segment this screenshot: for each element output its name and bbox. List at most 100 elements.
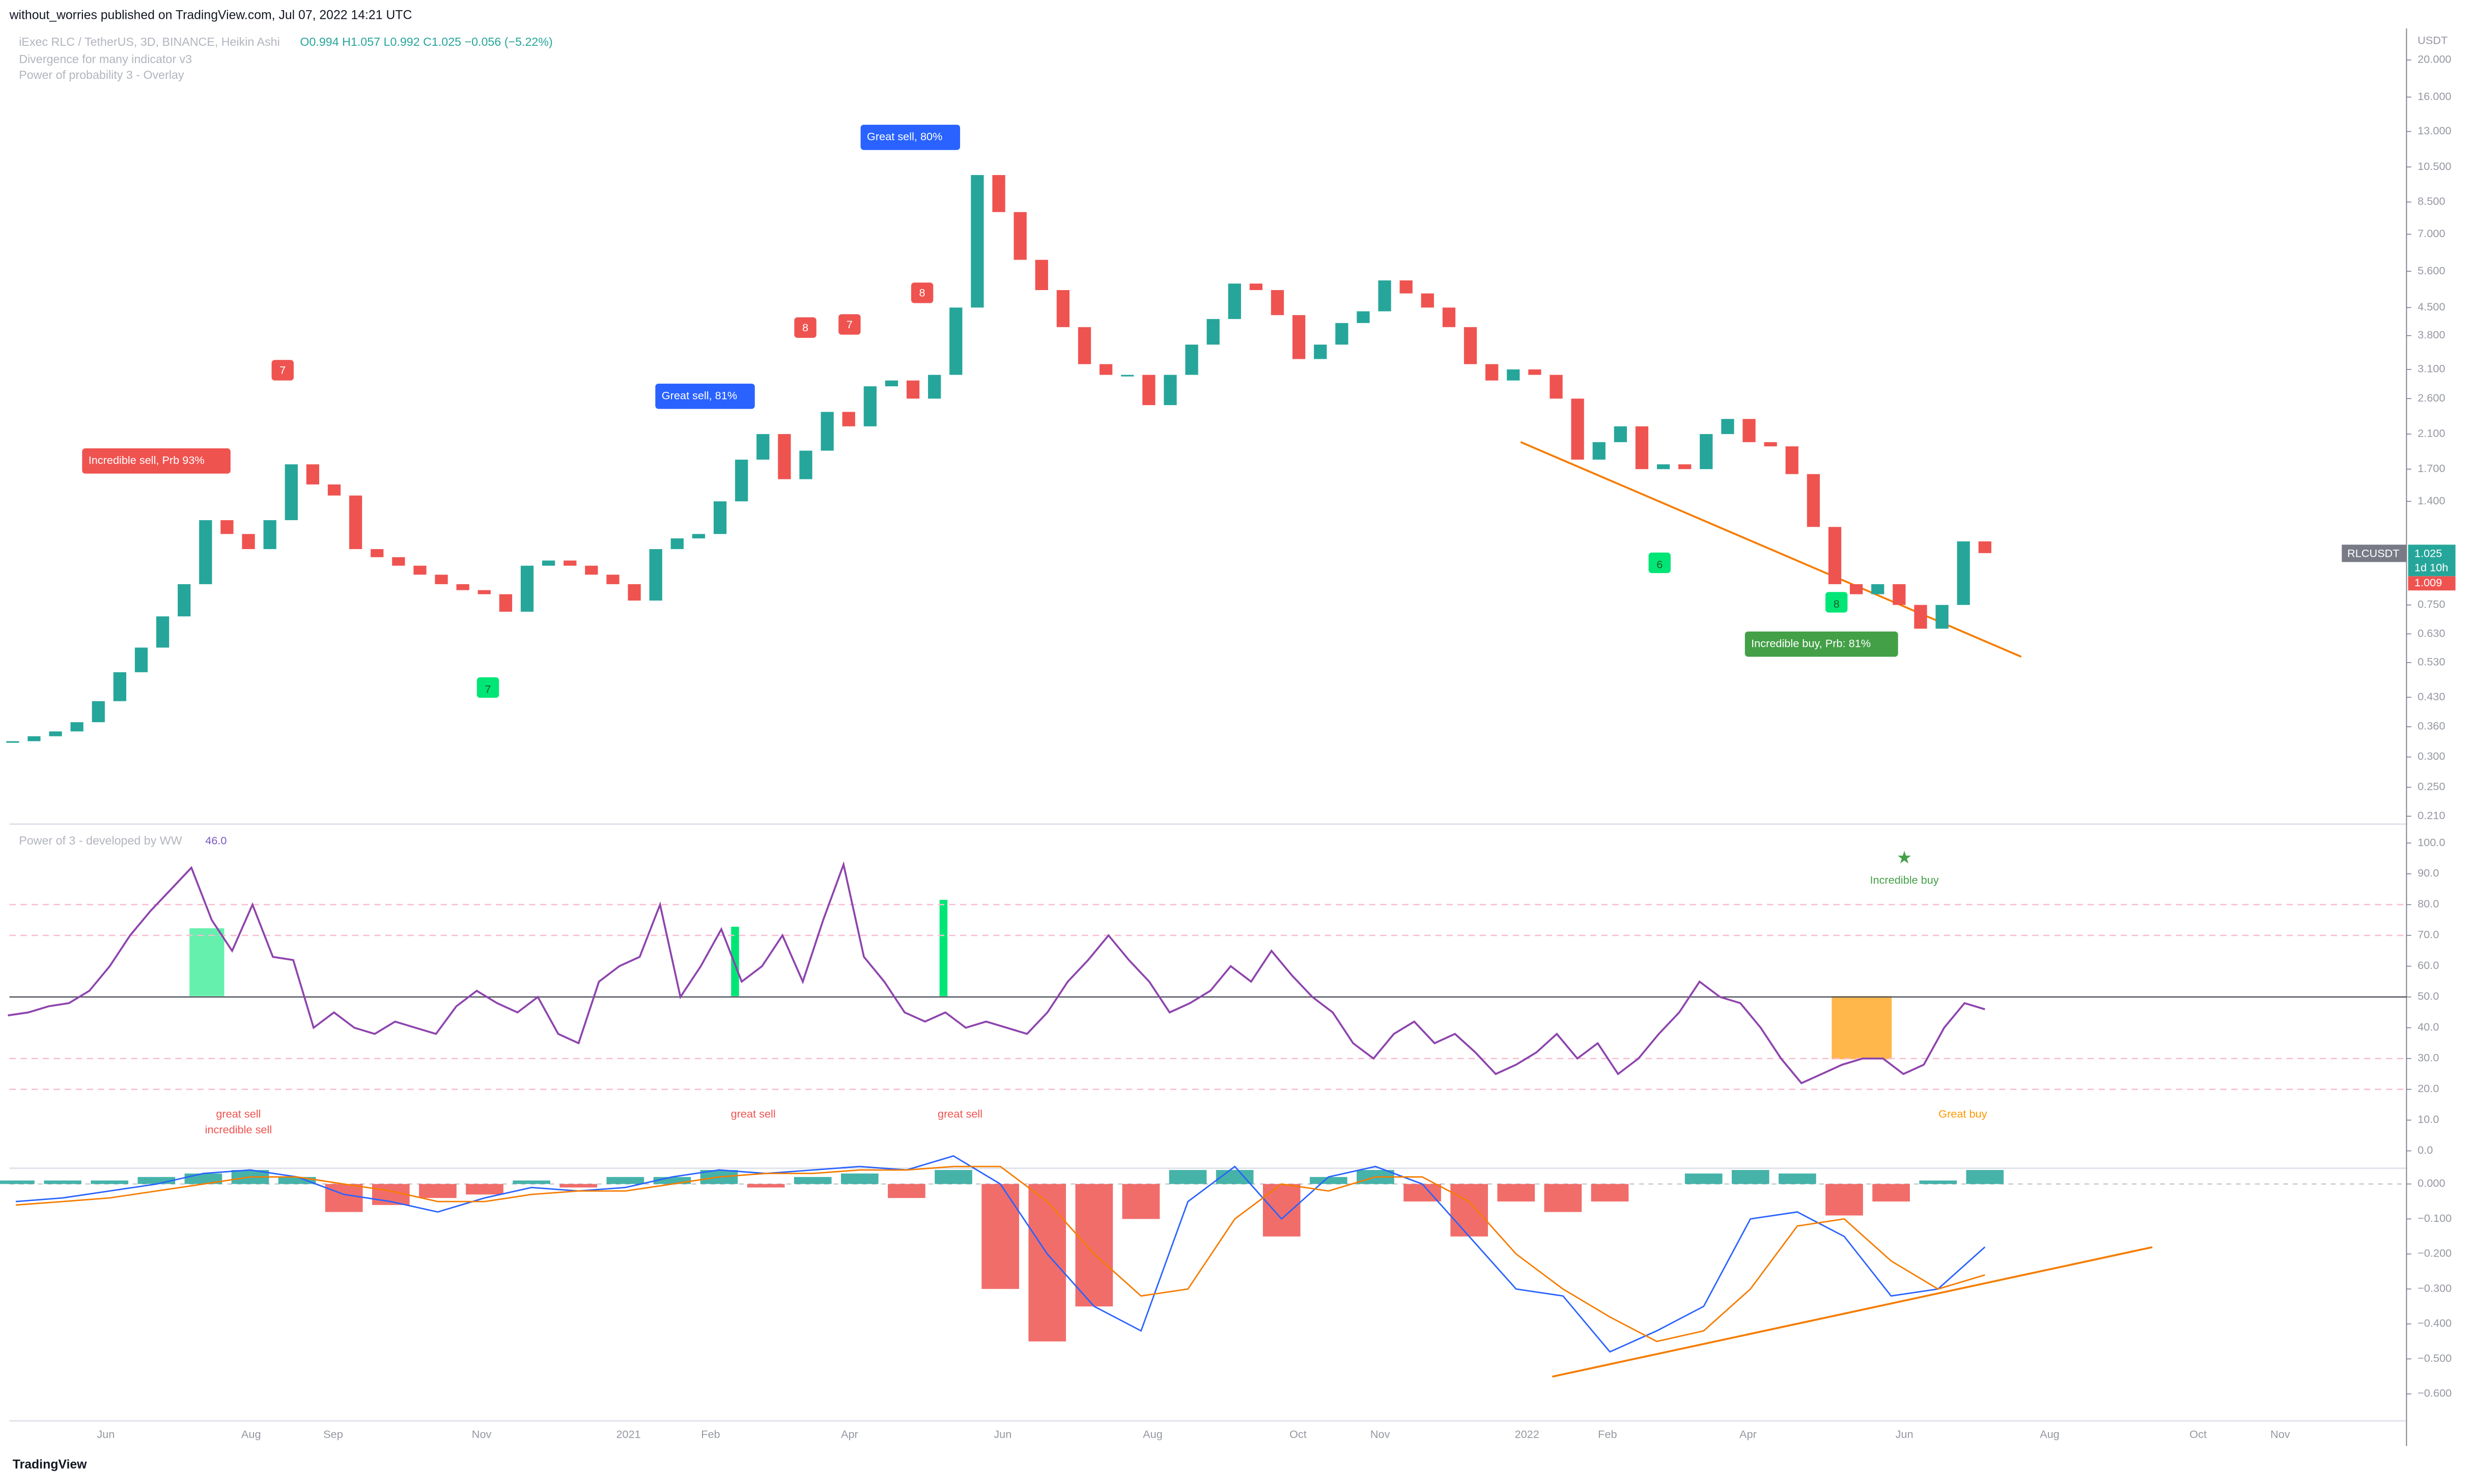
sell-badge bbox=[271, 360, 294, 381]
y-tick-label: 0.210 bbox=[2417, 809, 2445, 822]
candle bbox=[1056, 290, 1070, 327]
candle bbox=[1700, 434, 1713, 469]
histogram-bar bbox=[1216, 1170, 1254, 1184]
y-tick-label: 0.630 bbox=[2417, 626, 2445, 639]
y-tick-label: 70.0 bbox=[2417, 928, 2439, 941]
symbol: iExec RLC / TetherUS, 3D, BINANCE, Heiki… bbox=[19, 35, 280, 48]
candle bbox=[70, 722, 83, 732]
y-tick-label: 0.530 bbox=[2417, 655, 2445, 668]
candle bbox=[842, 412, 855, 426]
trend-line bbox=[1552, 1246, 2153, 1378]
candle bbox=[821, 412, 834, 451]
osc-value: 46.0 bbox=[205, 834, 227, 847]
y-tick-label: −0.300 bbox=[2417, 1281, 2452, 1294]
candle bbox=[1849, 584, 1863, 594]
candle bbox=[199, 520, 212, 584]
y-tick-label: 0.0 bbox=[2417, 1144, 2433, 1156]
y-tick-label: −0.500 bbox=[2417, 1352, 2452, 1364]
x-tick-label: Aug bbox=[241, 1428, 261, 1441]
candle bbox=[949, 307, 963, 375]
histogram-bar bbox=[91, 1180, 129, 1184]
y-tick-label: 0.250 bbox=[2417, 780, 2445, 793]
candle bbox=[285, 464, 298, 521]
x-tick-label: Aug bbox=[2040, 1428, 2060, 1441]
candle bbox=[220, 520, 234, 534]
badge-label: 7 bbox=[847, 318, 853, 331]
candle bbox=[1828, 527, 1842, 584]
histogram-bar bbox=[1966, 1170, 2004, 1184]
candle bbox=[306, 464, 320, 484]
candle bbox=[1357, 311, 1370, 323]
candle bbox=[134, 647, 148, 672]
y-tick-label: −0.200 bbox=[2417, 1247, 2452, 1260]
y-tick-label: 20.0 bbox=[2417, 1082, 2439, 1095]
x-tick-label: Nov bbox=[2270, 1428, 2290, 1441]
macd-line bbox=[15, 1155, 1986, 1353]
candle bbox=[1399, 280, 1413, 294]
x-tick-label: Feb bbox=[1598, 1428, 1617, 1441]
y-tick-label: 5.600 bbox=[2417, 264, 2445, 277]
candle bbox=[713, 501, 727, 534]
candle bbox=[1957, 541, 1970, 605]
candle bbox=[92, 701, 105, 723]
histogram-bar bbox=[1684, 1173, 1723, 1184]
y-tick-label: 0.750 bbox=[2417, 597, 2445, 610]
annotation: great sell bbox=[731, 1107, 776, 1120]
candle bbox=[1292, 315, 1306, 359]
annotation: incredible sell bbox=[205, 1123, 272, 1136]
buy-badge bbox=[1648, 552, 1671, 574]
candle bbox=[1206, 319, 1220, 345]
candle bbox=[1464, 327, 1477, 364]
y-tick-label: 1.400 bbox=[2417, 494, 2445, 507]
y-tick-label: 60.0 bbox=[2417, 959, 2439, 972]
histogram-bar bbox=[1497, 1184, 1535, 1202]
x-tick-label: Feb bbox=[701, 1428, 720, 1441]
y-tick-label: 2.100 bbox=[2417, 427, 2445, 440]
histogram-bar bbox=[888, 1184, 925, 1198]
tag-label: 1.009 bbox=[2414, 576, 2442, 589]
x-tick-label: Apr bbox=[841, 1428, 858, 1441]
callout bbox=[655, 383, 755, 409]
candle bbox=[520, 565, 534, 612]
histogram-bar bbox=[1028, 1184, 1066, 1342]
candle bbox=[735, 460, 748, 502]
histogram-bar bbox=[1872, 1184, 1910, 1202]
tag bbox=[2342, 545, 2407, 562]
candle bbox=[1164, 375, 1177, 406]
callout-label: Incredible buy, Prb: 81% bbox=[1751, 637, 1871, 649]
indicator: Power of probability 3 - Overlay bbox=[19, 68, 184, 81]
y-tick-label: 8.500 bbox=[2417, 195, 2445, 208]
candle bbox=[1978, 541, 1991, 553]
macd-line bbox=[15, 1165, 1985, 1343]
sell-badge bbox=[911, 282, 934, 303]
x-tick-label: Aug bbox=[1143, 1428, 1163, 1441]
candle bbox=[1249, 283, 1263, 291]
callout bbox=[82, 448, 231, 474]
tag-label: RLCUSDT bbox=[2347, 547, 2399, 560]
candle bbox=[477, 590, 491, 594]
oscillator-line bbox=[8, 861, 1985, 1085]
candle bbox=[27, 736, 41, 741]
histogram-bar bbox=[1825, 1184, 1863, 1216]
candle bbox=[1442, 307, 1456, 327]
candle bbox=[242, 534, 255, 549]
callout-label: Incredible sell, Prb 93% bbox=[89, 454, 205, 467]
candle bbox=[1121, 375, 1134, 377]
candle bbox=[413, 565, 427, 575]
y-tick-label: 0.300 bbox=[2417, 750, 2445, 762]
tag-label: 1d 10h bbox=[2414, 561, 2448, 574]
ohlc: O0.994 H1.057 L0.992 C1.025 −0.056 (−5.2… bbox=[300, 35, 552, 48]
sell-badge bbox=[838, 314, 861, 335]
candle bbox=[1228, 283, 1241, 319]
histogram-bar bbox=[1919, 1180, 1957, 1184]
x-tick-label: Nov bbox=[472, 1428, 492, 1441]
candle bbox=[1764, 442, 1777, 447]
y-tick-label: −0.100 bbox=[2417, 1212, 2452, 1224]
candle bbox=[1335, 323, 1348, 345]
y-tick-label: 50.0 bbox=[2417, 990, 2439, 1003]
tag bbox=[2408, 545, 2456, 577]
x-tick-label: 2021 bbox=[616, 1428, 640, 1441]
x-tick-label: Nov bbox=[1370, 1428, 1390, 1441]
candle bbox=[499, 594, 513, 612]
